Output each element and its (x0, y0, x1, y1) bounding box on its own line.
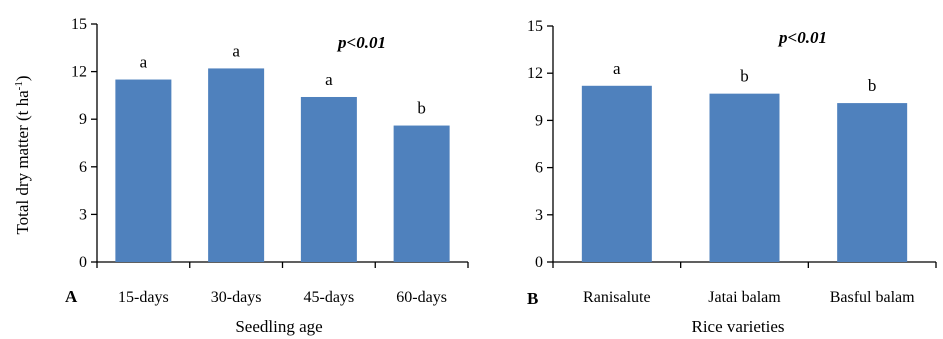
panel-a-bar-1 (115, 79, 172, 263)
panel-a-bar-3 (300, 96, 357, 262)
panel-a-plot: 0 3 6 9 12 15 a 15-days a 30-days a 45-days b 60-days (71, 16, 469, 306)
panel-b-y-tick-label: 6 (535, 160, 543, 177)
panel-a-bar-significance-label: a (140, 53, 148, 72)
panel-a-x-axis-title: Seedling age (235, 317, 322, 336)
panel-b-bar-significance-label: b (740, 67, 749, 86)
panel-a-category-label: 60-days (396, 289, 447, 306)
panel-a-bar-significance-label: a (232, 41, 240, 60)
panel-a-bar-significance-label: a (325, 70, 333, 89)
panel-b-bar-significance-label: a (613, 59, 621, 78)
panel-b-x-axis-title: Rice varieties (692, 317, 785, 336)
panel-a-y-tick-label: 0 (79, 254, 87, 271)
panel-a-category-label: 30-days (211, 289, 262, 306)
panel-a-bar-4 (393, 125, 450, 263)
panel-b-plot: 0 3 6 9 12 15 a Ranisalute b Jatai balam b Basful b… (527, 18, 937, 306)
panel-b-bar-2 (709, 93, 780, 262)
panel-b-p-value: p<0.01 (777, 28, 827, 47)
panel-b-y-tick-label: 0 (535, 254, 543, 271)
panel-a-y-axis-title-main: Total dry matter (t ha (13, 90, 32, 235)
panel-a-y-tick-label: 3 (79, 206, 87, 223)
panel-a-category-label: 15-days (118, 289, 169, 306)
panel-b-category-label: Basful balam (830, 289, 915, 306)
panel-a-y-tick-label: 12 (71, 64, 87, 81)
panel-b-y-tick-label: 9 (535, 112, 543, 129)
panel-a-y-axis-title-superscript: -1 (13, 81, 25, 90)
panel-b-bar-significance-label: b (868, 76, 877, 95)
panel-b-bar-1 (581, 85, 652, 262)
panel-a-y-axis-title-end: ) (13, 75, 32, 81)
panel-a-category-label: 45-days (304, 289, 355, 306)
panel-b-y-tick-label: 12 (527, 65, 543, 82)
panel-b-letter: B (527, 289, 538, 308)
panel-b-y-tick-label: 15 (527, 18, 543, 35)
panel-a-p-value: p<0.01 (336, 33, 386, 52)
panel-a-y-tick-label: 15 (71, 16, 87, 33)
panel-b-category-label: Ranisalute (583, 289, 651, 306)
panel-a-bar-significance-label: b (417, 99, 426, 118)
panel-a-bar-2 (208, 68, 265, 262)
panel-b-y-tick-label: 3 (535, 207, 543, 224)
panel-b-bar-3 (837, 103, 908, 263)
panel-b-category-label: Jatai balam (708, 289, 781, 306)
panel-a-letter: A (65, 287, 78, 306)
panel-a-y-axis-title: Total dry matter (t ha-1) (13, 75, 32, 234)
panel-a-y-tick-label: 6 (79, 159, 87, 176)
panel-a-y-tick-label: 9 (79, 111, 87, 128)
